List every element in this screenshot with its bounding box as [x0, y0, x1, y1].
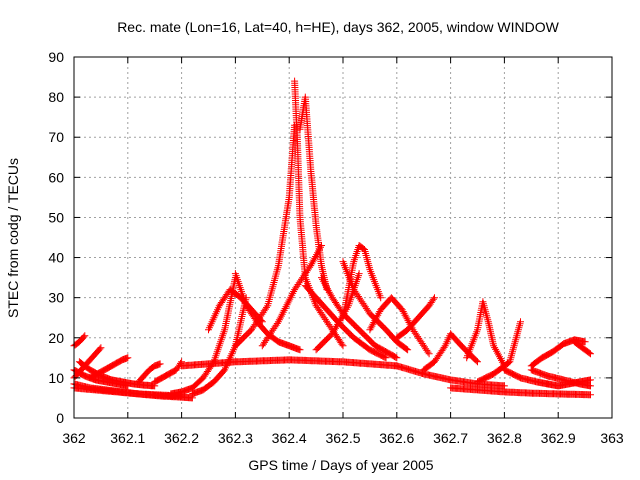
data-point-marks	[167, 274, 239, 398]
x-tick-label: 362.9	[541, 430, 576, 446]
data-point-marks	[366, 294, 433, 358]
x-tick-label: 362.6	[379, 430, 414, 446]
data-point-marks	[135, 360, 164, 386]
y-tick-label: 10	[48, 370, 64, 386]
data-point-marks	[463, 298, 508, 370]
data-point-marks	[570, 338, 594, 358]
data-series	[500, 366, 551, 388]
data-point-marks	[393, 362, 508, 390]
x-tick-label: 362.5	[325, 430, 360, 446]
data-series	[296, 93, 331, 294]
y-tick-label: 70	[48, 129, 64, 145]
y-tick-label: 90	[48, 49, 64, 65]
data-series	[527, 336, 589, 370]
x-tick-label: 362.4	[272, 430, 307, 446]
data-series	[570, 338, 594, 358]
data-series	[312, 270, 363, 354]
data-series	[135, 360, 164, 386]
data-series	[231, 121, 299, 350]
data-series	[258, 242, 325, 350]
y-tick-label: 0	[56, 410, 64, 426]
y-tick-label: 80	[48, 89, 64, 105]
data-point-marks	[178, 356, 401, 370]
grid-lines	[74, 57, 612, 418]
data-series	[366, 294, 433, 358]
data-series	[393, 362, 508, 390]
axis-ticks	[73, 56, 613, 419]
data-point-marks	[527, 336, 589, 370]
x-tick-label: 363	[600, 430, 624, 446]
x-tick-labels: 362 362.1 362.2 362.3 362.4 362.5 362.6 362.7 36…	[62, 430, 624, 446]
x-tick-label: 362.1	[110, 430, 145, 446]
data-series	[420, 330, 481, 374]
x-axis-label: GPS time / Days of year 2005	[248, 457, 433, 473]
x-tick-label: 362	[62, 430, 86, 446]
data-points	[70, 77, 594, 402]
x-tick-label: 362.8	[487, 430, 522, 446]
data-series	[178, 356, 401, 370]
data-point-marks	[151, 358, 186, 386]
data-series	[205, 286, 266, 334]
data-series	[447, 384, 594, 399]
data-series	[151, 358, 186, 386]
chart-title: Rec. mate (Lon=16, Lat=40, h=HE), days 3…	[117, 19, 559, 35]
y-tick-label: 40	[48, 250, 64, 266]
data-point-marks	[474, 318, 524, 386]
data-series	[463, 298, 508, 370]
x-tick-label: 362.2	[164, 430, 199, 446]
data-series	[393, 294, 438, 342]
y-tick-labels: 0 10 20 30 40 50 60 70 80 90	[48, 49, 64, 426]
data-series	[318, 274, 401, 362]
data-point-marks	[318, 274, 401, 362]
y-tick-label: 30	[48, 290, 64, 306]
y-tick-label: 50	[48, 209, 64, 225]
data-point-marks	[70, 332, 89, 350]
x-tick-label: 362.3	[218, 430, 253, 446]
data-point-marks	[205, 286, 266, 334]
data-point-marks	[258, 242, 325, 350]
data-series	[167, 274, 239, 398]
data-point-marks	[296, 93, 331, 294]
data-point-marks	[420, 330, 481, 374]
y-axis-label: STEC from codg / TECUs	[5, 158, 21, 318]
data-point-marks	[231, 121, 299, 350]
data-point-marks	[527, 366, 594, 390]
data-series	[70, 332, 89, 350]
x-tick-label: 362.7	[433, 430, 468, 446]
data-series	[474, 318, 524, 386]
data-series	[527, 366, 594, 390]
data-point-marks	[393, 294, 438, 342]
y-tick-label: 60	[48, 169, 64, 185]
data-point-marks	[312, 270, 363, 354]
data-point-marks	[500, 366, 551, 388]
data-point-marks	[447, 384, 594, 399]
y-tick-label: 20	[48, 330, 64, 346]
